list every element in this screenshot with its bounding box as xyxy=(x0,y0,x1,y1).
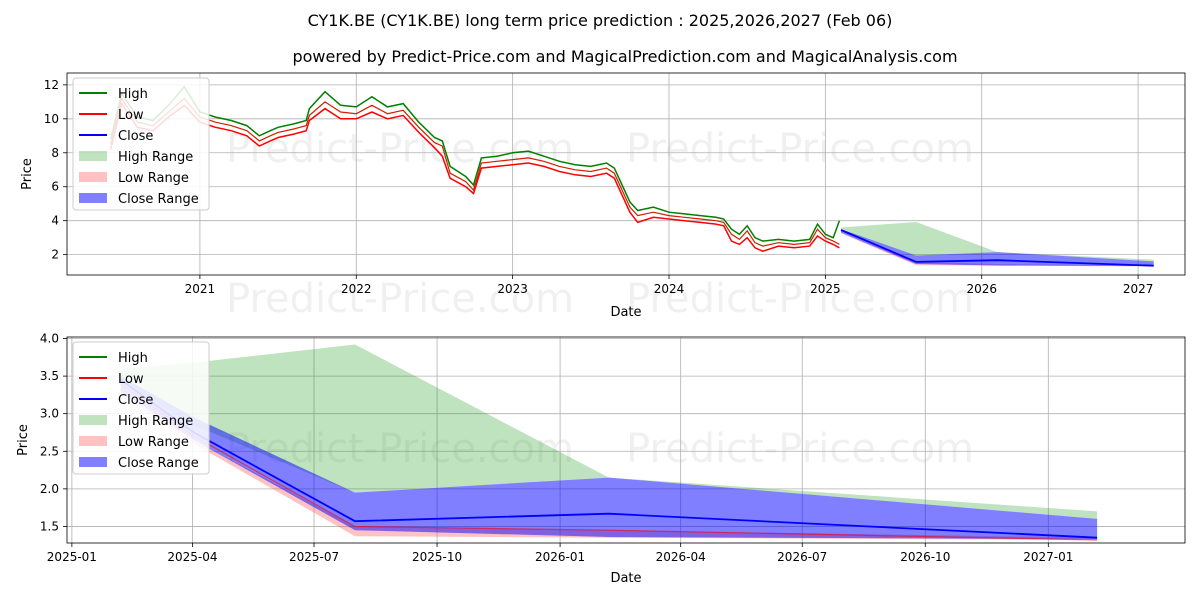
bottom-x-axis-label: Date xyxy=(610,571,641,586)
top-plot-frame xyxy=(66,72,1186,276)
bottom-watermark-2: Predict-Price.com xyxy=(626,426,974,472)
bottom-legend-label-low: Low xyxy=(118,372,144,387)
bottom-legend: High Low Close High Range Low Range Close Ran… xyxy=(72,341,210,475)
top-legend-label-low-range: Low Range xyxy=(118,171,189,186)
bottom-x-tick-label: 2025-04 xyxy=(167,550,217,564)
bottom-y-tick-label: 2.5 xyxy=(40,444,59,458)
top-y-tick-label: 10 xyxy=(44,112,59,126)
bottom-x-tick-label: 2026-01 xyxy=(535,550,585,564)
top-high-series-line xyxy=(110,85,841,242)
top-y-tick-label: 12 xyxy=(44,78,59,92)
chart-subtitle: powered by Predict-Price.com and Magical… xyxy=(292,47,957,66)
top-close-history-line xyxy=(110,97,840,247)
bottom-legend-box xyxy=(72,341,210,475)
bottom-x-tick-label: 2026-07 xyxy=(777,550,827,564)
top-legend-label-high-range: High Range xyxy=(118,150,193,165)
chart-title: CY1K.BE (CY1K.BE) long term price predic… xyxy=(308,11,893,30)
bottom-y-tick-label: 3.5 xyxy=(40,369,59,383)
bottom-x-tick-label: 2026-10 xyxy=(900,550,950,564)
bottom-legend-label-high: High xyxy=(118,351,148,366)
bottom-y-tick-label: 4.0 xyxy=(40,332,59,346)
top-watermark-2: Predict-Price.com xyxy=(626,126,974,172)
bottom-high-range-band xyxy=(120,344,1098,519)
bottom-legend-swatch-close-range xyxy=(79,457,107,467)
bottom-x-tick-label: 2025-10 xyxy=(412,550,462,564)
bottom-plot-frame xyxy=(66,336,1186,544)
bottom-y-tick-label: 2.0 xyxy=(40,482,59,496)
top-x-tick-label: 2026 xyxy=(966,282,997,296)
bottom-legend-label-close: Close xyxy=(118,393,153,408)
top-legend: High Low Close High Range Low Range Close Ran… xyxy=(72,77,210,211)
bottom-x-tick-label: 2025-07 xyxy=(289,550,339,564)
top-x-tick-label: 2024 xyxy=(654,282,685,296)
top-legend-label-low: Low xyxy=(118,108,144,123)
bottom-close-range-band xyxy=(120,376,1098,540)
top-x-tick-label: 2023 xyxy=(497,282,528,296)
bottom-x-tick-label: 2026-04 xyxy=(656,550,706,564)
bottom-legend-label-high-range: High Range xyxy=(118,414,193,429)
top-x-tick-label: 2027 xyxy=(1123,282,1154,296)
top-legend-box xyxy=(72,77,210,211)
top-close-range-band xyxy=(841,229,1154,266)
bottom-legend-swatch-low-range xyxy=(79,436,107,446)
top-x-axis-label: Date xyxy=(610,305,641,320)
bottom-chart-panel: Predict-Price.com Predict-Price.com 2025… xyxy=(16,332,1186,586)
top-y-tick-label: 8 xyxy=(51,146,59,160)
top-y-tick-label: 6 xyxy=(51,180,59,194)
top-legend-label-close-range: Close Range xyxy=(118,192,199,207)
top-x-tick-label: 2025 xyxy=(810,282,841,296)
top-watermark-4: Predict-Price.com xyxy=(626,276,974,322)
top-legend-label-high: High xyxy=(118,87,148,102)
top-x-tick-label: 2022 xyxy=(341,282,372,296)
bottom-legend-swatch-high-range xyxy=(79,415,107,425)
top-legend-swatch-close-range xyxy=(79,193,107,203)
bottom-legend-label-close-range: Close Range xyxy=(118,456,199,471)
bottom-x-tick-label: 2025-01 xyxy=(47,550,97,564)
top-y-axis-label: Price xyxy=(20,158,35,190)
top-watermark-3: Predict-Price.com xyxy=(226,276,574,322)
top-legend-label-close: Close xyxy=(118,129,153,144)
top-x-tick-label: 2021 xyxy=(185,282,216,296)
top-chart-panel: Predict-Price.com Predict-Price.com Pred… xyxy=(20,72,1186,322)
top-legend-swatch-high-range xyxy=(79,151,107,161)
top-close-prediction-line xyxy=(840,229,1154,267)
top-y-tick-label: 2 xyxy=(51,248,59,262)
bottom-x-tick-label: 2027-01 xyxy=(1023,550,1073,564)
bottom-y-tick-label: 1.5 xyxy=(40,519,59,533)
top-y-tick-label: 4 xyxy=(51,214,59,228)
bottom-legend-label-low-range: Low Range xyxy=(118,435,189,450)
top-legend-swatch-low-range xyxy=(79,172,107,182)
top-high-range-band xyxy=(841,222,1154,262)
top-low-series-line xyxy=(110,101,840,253)
bottom-y-axis-label: Price xyxy=(16,424,31,456)
bottom-y-tick-label: 3.0 xyxy=(40,407,59,421)
